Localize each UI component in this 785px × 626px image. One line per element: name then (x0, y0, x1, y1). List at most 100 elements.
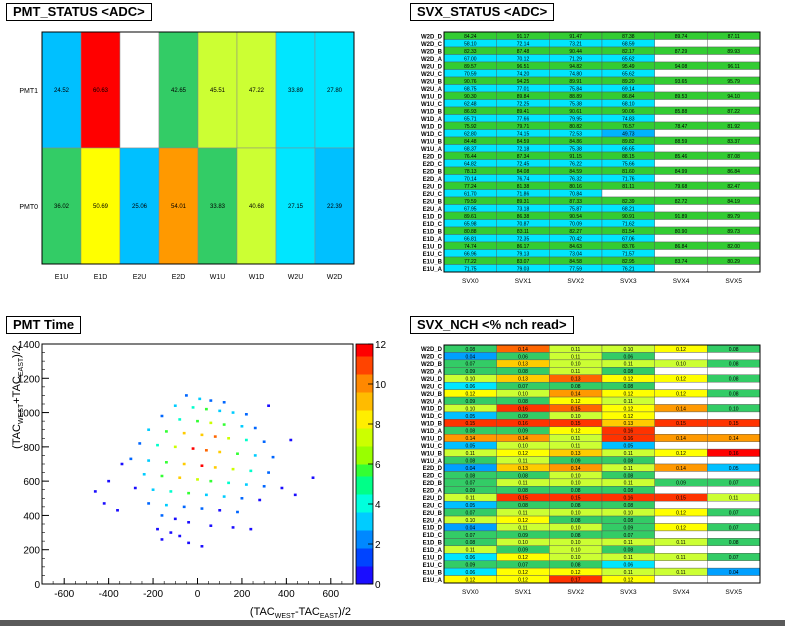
svx-nch-value: 0.08 (465, 429, 475, 435)
svx-nch-value: 0.08 (571, 503, 581, 509)
pmt-time-bin (209, 421, 213, 425)
svx-nch-value: 0.05 (465, 503, 475, 509)
pmt-time-bin (244, 483, 248, 486)
svx-nch-row-label: W2D_A (421, 370, 443, 376)
pmt-time-bin (184, 394, 188, 397)
svx-nch-value: 0.12 (465, 577, 475, 583)
pmt-time-x-axis-label-part: (TAC (250, 606, 275, 618)
svx-nch-value: 0.07 (518, 384, 528, 390)
svx-status-value: 65.98 (464, 221, 477, 227)
svx-status-value: 80.90 (675, 229, 688, 235)
svx-status-value: 84.63 (569, 244, 582, 250)
pmt-status-panel: PMT_STATUS <ADC> 24.52 60.63 42.65 45.51 47.… (0, 0, 390, 300)
svx-status-value: 74.74 (464, 244, 477, 250)
pmt-time-color-scale-band (356, 386, 373, 393)
svx-nch-value: 0.05 (465, 414, 475, 420)
pmt-time-bin (222, 495, 226, 498)
svx-nch-row-label: W1D_B (421, 422, 443, 428)
svx-status-cell (707, 189, 761, 198)
svx-status-value: 89.93 (727, 49, 740, 55)
pmt-status-value: 60.63 (93, 88, 109, 94)
svx-nch-value: 0.11 (624, 466, 634, 472)
svx-nch-row-label: E2D_B (423, 481, 443, 487)
pmt-time-bin (173, 517, 177, 521)
pmt-time-bin (240, 497, 244, 500)
svx-status-value: 82.00 (727, 244, 740, 250)
svx-nch-row-label: W1U_D (421, 436, 443, 442)
pmt-time-color-scale-band (356, 410, 373, 417)
svx-nch-value: 0.09 (518, 533, 528, 539)
pmt-time-bin (200, 433, 204, 437)
svx-nch-value: 0.04 (729, 570, 739, 576)
svx-nch-value: 0.10 (465, 518, 475, 524)
svx-status-value: 71.62 (622, 221, 635, 227)
svx-status-row-label: W2U_B (421, 79, 443, 85)
pmt-time-color-scale-band (356, 530, 373, 537)
svx-nch-value: 0.11 (676, 540, 686, 546)
svx-status-cell (601, 189, 655, 198)
pmt-time-bin (142, 473, 146, 476)
svx-status-value: 70.14 (464, 176, 477, 182)
pmt-status-frame (41, 31, 355, 265)
svx-status-value: 77.24 (464, 184, 477, 190)
svx-nch-value: 0.10 (465, 377, 475, 383)
svx-status-row-label: E2U_C (423, 192, 443, 198)
svx-status-value: 81.60 (622, 169, 635, 175)
pmt-time-bin (160, 538, 164, 541)
svx-nch-cell (654, 486, 708, 494)
svx-nch-value: 0.15 (729, 421, 739, 427)
svx-status-value: 72.45 (517, 161, 530, 167)
svx-nch-row-label: W2U_A (421, 399, 443, 405)
svx-status-value: 84.99 (675, 169, 688, 175)
pmt-time-bin (182, 462, 186, 466)
pmt-time-color-scale-band (356, 452, 373, 459)
svx-nch-row-label: W1D_D (421, 407, 443, 413)
svx-status-value: 67.95 (464, 206, 477, 212)
svx-nch-value: 0.12 (571, 429, 581, 435)
svx-status-value: 82.95 (622, 259, 635, 265)
pmt-time-color-scale-band (356, 362, 373, 369)
svx-nch-value: 0.14 (676, 466, 686, 472)
svx-status-value: 79.71 (517, 124, 530, 130)
svx-status-cell (654, 99, 708, 108)
svx-nch-value: 0.13 (623, 421, 633, 427)
pmt-time-bin (244, 413, 248, 416)
pmt-time-color-scale-band (356, 554, 373, 561)
svx-status-row-label: E1U_A (423, 267, 443, 273)
svx-status-row-label: W2U_C (421, 72, 443, 78)
pmt-time-color-scale-band (356, 512, 373, 519)
svx-nch-value: 0.11 (624, 362, 634, 368)
pmt-time-color-scale-band (356, 506, 373, 513)
svx-nch-value: 0.11 (571, 347, 581, 353)
pmt-time-color-scale-band (356, 416, 373, 423)
svx-nch-value: 0.14 (676, 406, 686, 412)
svx-nch-row-label: E2U_D (423, 496, 443, 502)
svx-nch-value: 0.12 (623, 391, 633, 397)
svx-status-value: 89.84 (517, 94, 530, 100)
pmt-status-column-label: E2U (133, 274, 147, 281)
pmt-time-color-scale-band (356, 560, 373, 567)
svx-nch-value: 0.11 (624, 399, 634, 405)
pmt-status-row-label: PMT0 (19, 204, 38, 211)
pmt-time-bin (120, 462, 124, 466)
pmt-time-y-axis-label-part: WEST (18, 403, 25, 424)
svx-nch-value: 0.11 (571, 436, 581, 442)
svx-nch-value: 0.11 (518, 458, 528, 464)
svx-status-value: 87.11 (728, 34, 740, 40)
pmt-time-bin (107, 479, 111, 483)
svx-status-value: 80.82 (569, 124, 582, 130)
svx-nch-value: 0.09 (676, 481, 686, 487)
svx-nch-value: 0.08 (729, 540, 739, 546)
pmt-time-bin (160, 414, 164, 418)
svx-nch-value: 0.11 (518, 510, 528, 516)
svx-nch-cell (654, 381, 708, 390)
pmt-time-color-scale-band (356, 482, 373, 489)
pmt-time-x-axis-label-part: )/2 (338, 606, 351, 618)
svx-status-cell (654, 204, 708, 213)
svx-status-cell (654, 234, 708, 243)
svx-status-value: 90.61 (569, 109, 582, 115)
svx-status-value: 71.86 (517, 191, 530, 197)
pmt-status-cell (119, 31, 160, 149)
svx-nch-value: 0.12 (571, 399, 581, 405)
svx-nch-value: 0.13 (518, 377, 528, 383)
